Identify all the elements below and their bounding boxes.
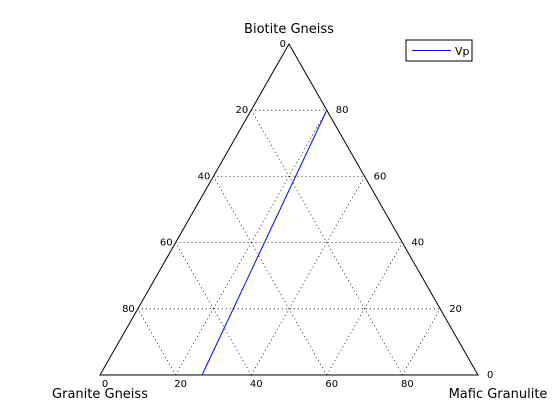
tick-label-bottom: 40 bbox=[250, 379, 263, 390]
corner-label-top: Biotite Gneiss bbox=[244, 22, 334, 37]
tick-label-bottom: 80 bbox=[401, 379, 414, 390]
grid-line-right-parallel bbox=[250, 110, 403, 376]
tick-label-right: 40 bbox=[411, 238, 424, 249]
grid-line-right-parallel bbox=[137, 308, 176, 376]
corner-label-bottom-right: Mafic Granulite bbox=[449, 387, 548, 402]
series-line-vp bbox=[201, 109, 328, 376]
tick-label-right: 60 bbox=[374, 171, 387, 182]
corner-label-bottom-left: Granite Gneiss bbox=[52, 387, 148, 402]
tick-label-left: 60 bbox=[160, 238, 173, 249]
tick-label-left: 80 bbox=[122, 304, 135, 315]
grid-line-right-parallel bbox=[213, 176, 328, 376]
tick-label-left: 40 bbox=[198, 171, 211, 182]
tick-label-right: 80 bbox=[336, 105, 349, 116]
legend: Vp bbox=[405, 39, 473, 62]
triangle-frame bbox=[99, 42, 479, 376]
grid-line-right-parallel bbox=[175, 242, 252, 376]
grid-line-left-parallel bbox=[250, 176, 365, 376]
tick-label-bottom: 60 bbox=[325, 379, 338, 390]
tick-label-bottom: 20 bbox=[174, 379, 187, 390]
tick-label-bottom: 0 bbox=[102, 379, 108, 390]
tick-label-right: 20 bbox=[449, 304, 462, 315]
grid-line-left-parallel bbox=[402, 308, 441, 376]
legend-entry-vp: Vp bbox=[455, 45, 470, 58]
grid-lines bbox=[137, 109, 441, 376]
tick-label-left: 0 bbox=[280, 39, 286, 50]
tick-label-left: 20 bbox=[235, 105, 248, 116]
series-lines bbox=[201, 109, 328, 376]
tick-label-right: 0 bbox=[487, 370, 493, 381]
tick-labels: 0 20 40 60 80 0 20 40 60 80 0 20 40 60 80 bbox=[102, 39, 494, 390]
